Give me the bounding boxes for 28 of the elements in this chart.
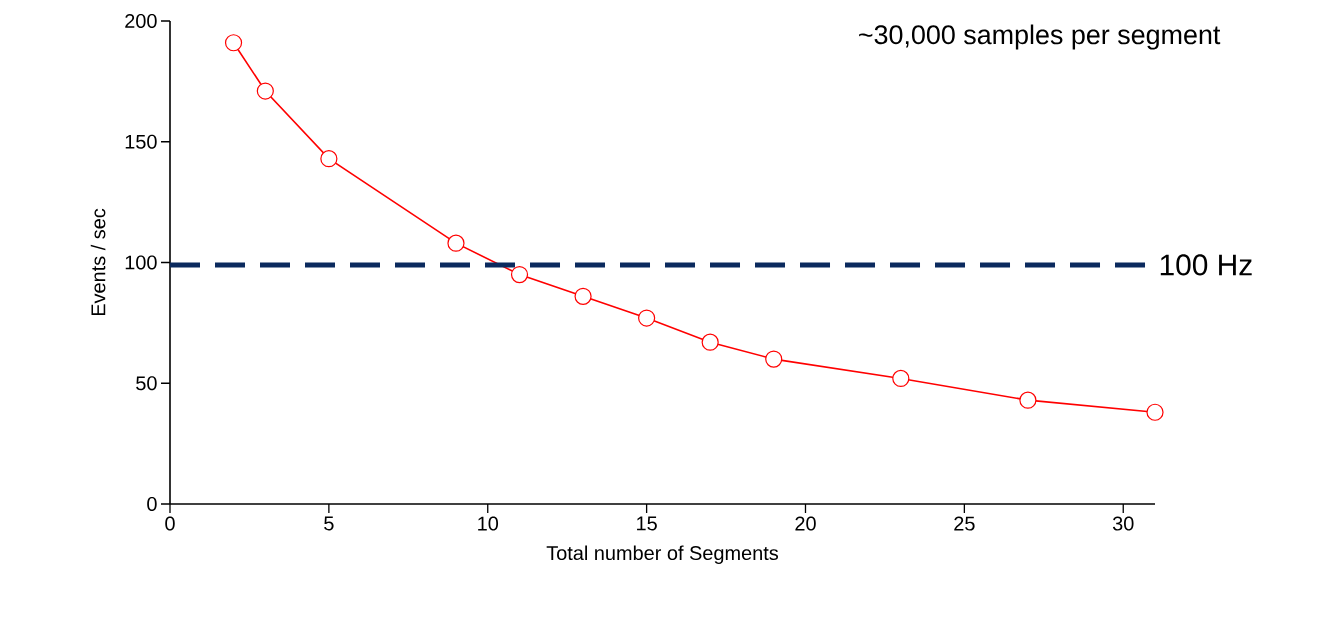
point	[638, 309, 656, 327]
point	[224, 34, 243, 52]
x-tick-label: 10	[478, 516, 499, 531]
point	[765, 350, 783, 368]
point	[256, 82, 274, 100]
x-axis-title: Total number of Segments	[546, 545, 779, 565]
point	[447, 234, 465, 252]
ref-line-label: 100 Hz	[1160, 254, 1252, 276]
point	[701, 333, 719, 351]
y-tick-label: 100	[125, 255, 157, 270]
x-tick-label: 5	[324, 516, 334, 531]
y-tick-label: 150	[125, 134, 157, 149]
x-tick-label: 0	[165, 516, 175, 531]
point	[320, 150, 338, 168]
x-tick-label: 30	[1112, 516, 1134, 531]
y-axis-title: Events / sec	[90, 208, 106, 316]
x-tick-label: 15	[637, 516, 657, 531]
y-tick-label: 50	[136, 376, 157, 391]
y-tick-label: 0	[147, 496, 157, 512]
x-tick-label: 20	[795, 516, 816, 531]
x-tick-label: 25	[954, 516, 975, 531]
point	[574, 287, 592, 305]
y-tick-label: 200	[125, 13, 157, 29]
annotation: ~30,000 samples per segment	[859, 24, 1221, 50]
point	[1019, 391, 1037, 409]
point	[510, 265, 529, 284]
point	[892, 369, 910, 388]
point	[1146, 403, 1164, 421]
